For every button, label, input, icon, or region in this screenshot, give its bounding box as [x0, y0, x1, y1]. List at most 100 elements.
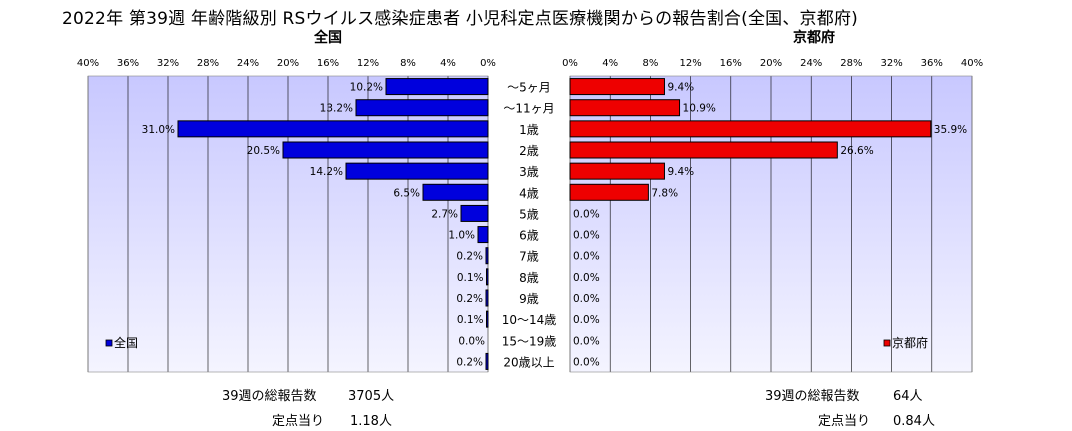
national-data-label: 31.0% — [142, 124, 175, 136]
kyoto-legend-swatch — [883, 339, 891, 347]
category-label: 5歳 — [519, 207, 539, 221]
national-data-label: 6.5% — [393, 187, 420, 199]
national-data-label: 20.5% — [247, 145, 280, 157]
kyoto-per-label: 定点当り — [818, 414, 871, 429]
category-label: 6歳 — [519, 229, 539, 243]
kyoto-count-label: 39週の総報告数 — [765, 389, 860, 404]
category-label: 20歳以上 — [503, 355, 554, 369]
category-label: 1歳 — [519, 123, 539, 137]
category-label: 7歳 — [519, 250, 539, 264]
kyoto-tick-label: 40% — [961, 58, 983, 69]
national-bar — [485, 352, 489, 370]
kyoto-tick-label: 28% — [840, 58, 862, 69]
national-bar — [477, 226, 489, 244]
national-data-label: 0.2% — [456, 293, 483, 305]
national-bar — [460, 204, 489, 222]
national-per-value: 1.18人 — [350, 414, 392, 429]
kyoto-data-label: 10.9% — [683, 103, 716, 115]
kyoto-panel: 0% 4% 8% 12% 16% 20% 24% 28% 32% 36% 40% 9.4% 10.9% 3… — [562, 58, 983, 373]
kyoto-data-label: 35.9% — [934, 124, 967, 136]
national-bar — [282, 141, 489, 159]
national-tick-label: 16% — [317, 58, 339, 69]
kyoto-data-label: 9.4% — [667, 82, 694, 94]
kyoto-tick-label: 32% — [880, 58, 902, 69]
national-tick-label: 12% — [357, 58, 379, 69]
category-axis: ～5ヶ月 ～11ヶ月 1歳 2歳 3歳 4歳 5歳 6歳 7歳 8歳 9歳 10～14歳 15～19歳 2… — [502, 81, 557, 370]
category-label: 10～14歳 — [502, 313, 557, 327]
kyoto-tick-label: 8% — [642, 58, 658, 69]
national-tick-label: 24% — [237, 58, 259, 69]
kyoto-tick-label: 12% — [679, 58, 701, 69]
national-bar — [355, 99, 489, 117]
national-tick-label: 36% — [117, 58, 139, 69]
kyoto-data-label: 0.0% — [573, 314, 600, 326]
kyoto-data-label: 0.0% — [573, 251, 600, 263]
kyoto-bar — [569, 120, 932, 138]
category-label: 3歳 — [519, 165, 539, 179]
category-label: 15～19歳 — [502, 334, 557, 348]
national-bar — [422, 183, 489, 201]
national-tick-label: 20% — [277, 58, 299, 69]
kyoto-count-value: 64人 — [893, 389, 923, 404]
kyoto-data-label: 0.0% — [573, 208, 600, 220]
kyoto-tick-label: 4% — [602, 58, 618, 69]
national-bar — [485, 289, 489, 307]
national-panel: 40% 36% 32% 28% 24% 20% 16% 12% 8% 4% 0% 10.2% 13.2%… — [77, 58, 496, 373]
kyoto-plot-border — [569, 75, 973, 373]
national-data-label: 0.0% — [458, 335, 485, 347]
national-data-label: 0.2% — [456, 251, 483, 263]
kyoto-legend-label: 京都府 — [892, 335, 928, 350]
kyoto-bar — [569, 78, 665, 96]
kyoto-tick-label: 0% — [562, 58, 578, 69]
national-data-label: 0.1% — [457, 314, 484, 326]
category-label: 9歳 — [519, 292, 539, 306]
kyoto-bar — [569, 99, 681, 117]
kyoto-data-label: 0.0% — [573, 293, 600, 305]
kyoto-bar — [569, 162, 665, 180]
national-tick-label: 0% — [480, 58, 496, 69]
national-tick-label: 40% — [77, 58, 99, 69]
kyoto-tick-label: 16% — [720, 58, 742, 69]
national-tick-label: 28% — [197, 58, 219, 69]
national-data-label: 14.2% — [310, 166, 343, 178]
kyoto-tick-label: 20% — [760, 58, 782, 69]
national-bar — [486, 310, 489, 328]
national-panel-title: 全国 — [314, 30, 342, 46]
chart-title: 2022年 第39週 年齢階級別 RSウイルス感染症患者 小児科定点医療機関から… — [62, 9, 858, 29]
kyoto-data-label: 0.0% — [573, 230, 600, 242]
kyoto-tick-label: 24% — [800, 58, 822, 69]
kyoto-data-label: 0.0% — [573, 335, 600, 347]
kyoto-data-label: 26.6% — [840, 145, 873, 157]
category-label: ～11ヶ月 — [503, 102, 554, 116]
category-label: 2歳 — [519, 144, 539, 158]
national-plot-border — [87, 75, 489, 373]
national-data-label: 0.2% — [456, 356, 483, 368]
kyoto-data-label: 0.0% — [573, 356, 600, 368]
kyoto-bar — [569, 183, 649, 201]
kyoto-per-value: 0.84人 — [893, 414, 935, 429]
national-count-label: 39週の総報告数 — [222, 389, 317, 404]
national-bar — [385, 78, 489, 96]
kyoto-data-label: 9.4% — [667, 166, 694, 178]
category-label: 8歳 — [519, 271, 539, 285]
national-data-label: 1.0% — [448, 230, 475, 242]
kyoto-data-label: 7.8% — [651, 187, 678, 199]
category-label: 4歳 — [519, 186, 539, 200]
national-bar — [485, 247, 489, 265]
national-legend-swatch — [105, 339, 113, 347]
national-tick-label: 8% — [400, 58, 416, 69]
kyoto-panel-title: 京都府 — [793, 30, 835, 46]
national-per-label: 定点当り — [272, 414, 325, 429]
national-count-value: 3705人 — [348, 389, 395, 404]
national-data-label: 10.2% — [350, 82, 383, 94]
national-bar — [345, 162, 489, 180]
national-data-label: 0.1% — [457, 272, 484, 284]
national-legend-label: 全国 — [114, 335, 138, 350]
national-data-label: 2.7% — [431, 208, 458, 220]
national-bar — [486, 268, 489, 286]
category-label: ～5ヶ月 — [507, 81, 551, 95]
national-data-label: 13.2% — [320, 103, 353, 115]
national-bar — [177, 120, 489, 138]
